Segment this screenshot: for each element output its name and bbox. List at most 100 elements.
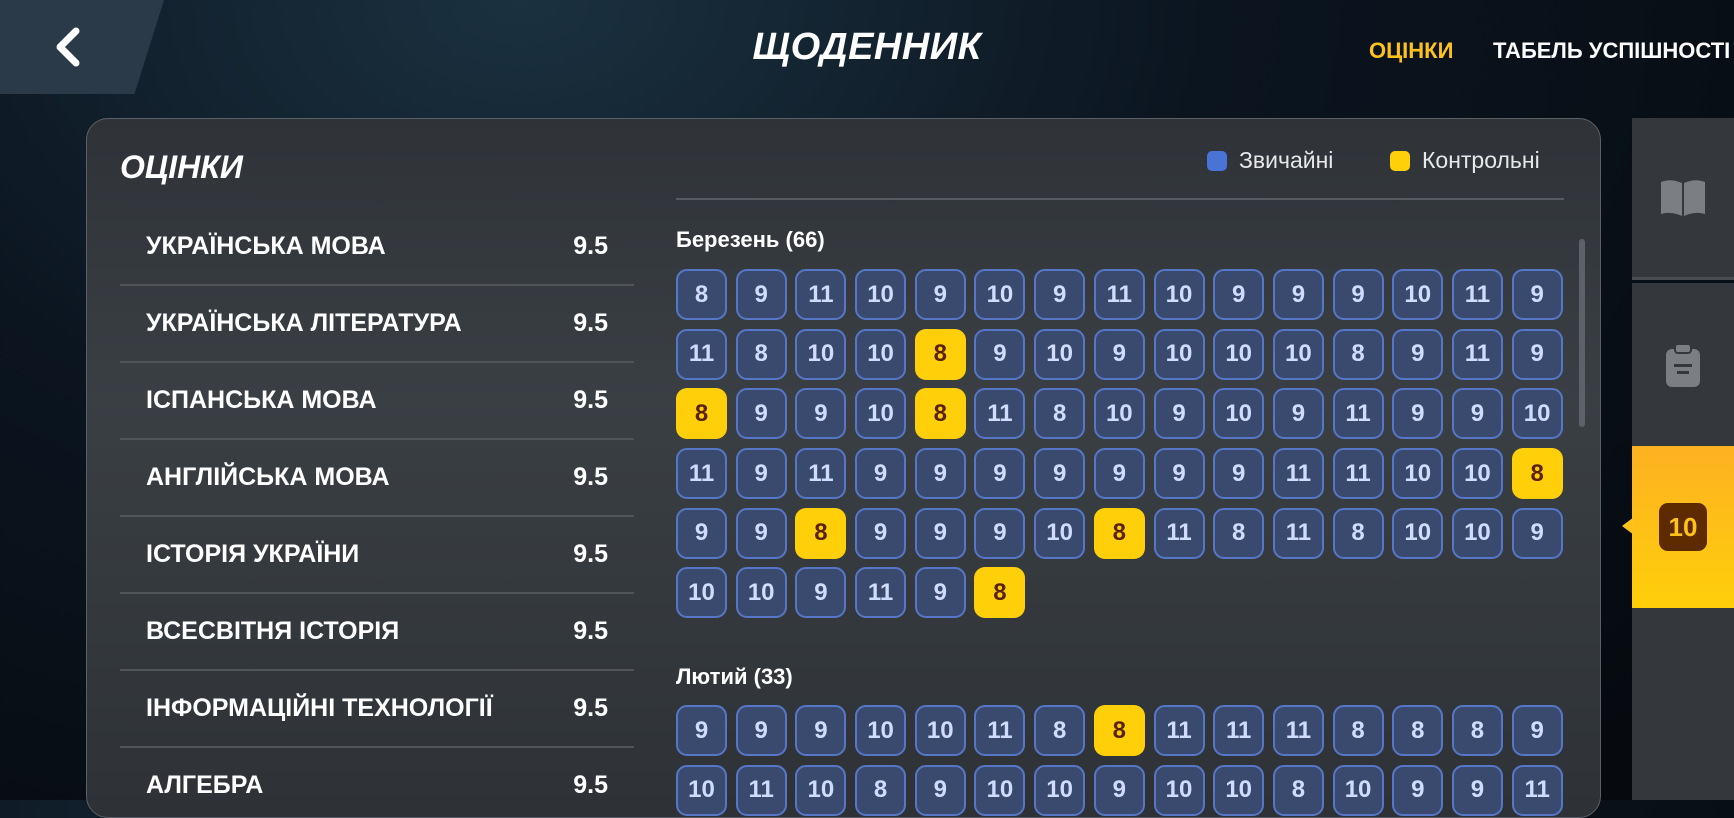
- regular-grade[interactable]: 9: [676, 507, 727, 559]
- regular-grade[interactable]: 9: [855, 448, 907, 500]
- regular-grade[interactable]: 11: [1153, 507, 1205, 559]
- regular-grade[interactable]: 9: [855, 507, 907, 559]
- regular-grade[interactable]: 9: [914, 448, 966, 500]
- regular-grade[interactable]: 11: [676, 328, 727, 380]
- regular-grade[interactable]: 11: [1213, 705, 1265, 756]
- regular-grade[interactable]: 11: [735, 764, 787, 816]
- regular-grade[interactable]: 11: [795, 269, 847, 320]
- regular-grade[interactable]: 11: [1451, 269, 1503, 320]
- regular-grade[interactable]: 9: [1511, 507, 1563, 559]
- regular-grade[interactable]: 9: [1093, 328, 1145, 380]
- regular-grade[interactable]: 9: [1392, 764, 1444, 816]
- regular-grade[interactable]: 11: [795, 448, 847, 500]
- regular-grade[interactable]: 9: [1272, 388, 1324, 440]
- regular-grade[interactable]: 9: [1153, 388, 1205, 440]
- regular-grade[interactable]: 9: [914, 507, 966, 559]
- subject-row[interactable]: ВСЕСВІТНЯ ІСТОРІЯ 9.5: [120, 594, 634, 671]
- regular-grade[interactable]: 11: [1272, 705, 1324, 756]
- regular-grade[interactable]: 10: [795, 328, 847, 380]
- regular-grade[interactable]: 8: [1332, 705, 1384, 756]
- regular-grade[interactable]: 8: [1213, 507, 1265, 559]
- regular-grade[interactable]: 9: [735, 448, 787, 500]
- regular-grade[interactable]: 8: [1332, 328, 1384, 380]
- regular-grade[interactable]: 10: [855, 328, 907, 380]
- regular-grade[interactable]: 10: [1034, 764, 1086, 816]
- regular-grade[interactable]: 9: [914, 567, 966, 619]
- regular-grade[interactable]: 11: [1272, 448, 1324, 500]
- regular-grade[interactable]: 10: [735, 567, 787, 619]
- control-grade[interactable]: 8: [914, 388, 966, 440]
- regular-grade[interactable]: 9: [1451, 388, 1503, 440]
- regular-grade[interactable]: 9: [1213, 269, 1265, 320]
- regular-grade[interactable]: 8: [1392, 705, 1444, 756]
- control-grade[interactable]: 8: [974, 567, 1026, 619]
- regular-grade[interactable]: 11: [1272, 507, 1324, 559]
- regular-grade[interactable]: 9: [1392, 388, 1444, 440]
- regular-grade[interactable]: 9: [914, 269, 966, 320]
- regular-grade[interactable]: 10: [1213, 328, 1265, 380]
- regular-grade[interactable]: 9: [1034, 269, 1086, 320]
- regular-grade[interactable]: 8: [1451, 705, 1503, 756]
- regular-grade[interactable]: 10: [1034, 328, 1086, 380]
- regular-grade[interactable]: 8: [1034, 705, 1086, 756]
- regular-grade[interactable]: 11: [1153, 705, 1205, 756]
- regular-grade[interactable]: 11: [676, 448, 727, 500]
- regular-grade[interactable]: 8: [855, 764, 907, 816]
- regular-grade[interactable]: 10: [1153, 764, 1205, 816]
- regular-grade[interactable]: 11: [974, 705, 1026, 756]
- regular-grade[interactable]: 9: [1153, 448, 1205, 500]
- regular-grade[interactable]: 9: [914, 764, 966, 816]
- regular-grade[interactable]: 10: [1153, 328, 1205, 380]
- regular-grade[interactable]: 9: [735, 388, 787, 440]
- regular-grade[interactable]: 9: [974, 507, 1026, 559]
- regular-grade[interactable]: 11: [1511, 764, 1563, 816]
- back-button[interactable]: [0, 0, 164, 94]
- regular-grade[interactable]: 10: [1153, 269, 1205, 320]
- sidebar-tasks-button[interactable]: [1632, 283, 1734, 446]
- regular-grade[interactable]: 10: [974, 269, 1026, 320]
- subject-row[interactable]: УКРАЇНСЬКА МОВА 9.5: [120, 209, 634, 286]
- regular-grade[interactable]: 10: [855, 705, 907, 756]
- regular-grade[interactable]: 10: [974, 764, 1026, 816]
- control-grade[interactable]: 8: [795, 507, 847, 559]
- regular-grade[interactable]: 10: [1392, 448, 1444, 500]
- regular-grade[interactable]: 10: [1272, 328, 1324, 380]
- control-grade[interactable]: 8: [914, 328, 966, 380]
- control-grade[interactable]: 8: [676, 388, 727, 440]
- regular-grade[interactable]: 9: [795, 705, 847, 756]
- sidebar-grades-button[interactable]: 10: [1632, 446, 1734, 608]
- regular-grade[interactable]: 10: [1392, 507, 1444, 559]
- regular-grade[interactable]: 10: [1451, 448, 1503, 500]
- regular-grade[interactable]: 9: [676, 705, 727, 756]
- subject-row[interactable]: АЛГЕБРА 9.5: [120, 748, 634, 817]
- regular-grade[interactable]: 10: [855, 388, 907, 440]
- regular-grade[interactable]: 8: [1272, 764, 1324, 816]
- regular-grade[interactable]: 10: [855, 269, 907, 320]
- regular-grade[interactable]: 11: [1093, 269, 1145, 320]
- regular-grade[interactable]: 8: [735, 328, 787, 380]
- regular-grade[interactable]: 9: [1511, 705, 1563, 756]
- regular-grade[interactable]: 9: [1511, 328, 1563, 380]
- regular-grade[interactable]: 10: [1034, 507, 1086, 559]
- regular-grade[interactable]: 9: [1093, 448, 1145, 500]
- regular-grade[interactable]: 10: [914, 705, 966, 756]
- regular-grade[interactable]: 9: [795, 567, 847, 619]
- regular-grade[interactable]: 9: [735, 269, 787, 320]
- regular-grade[interactable]: 10: [676, 764, 727, 816]
- control-grade[interactable]: 8: [1093, 507, 1145, 559]
- regular-grade[interactable]: 8: [676, 269, 727, 320]
- subject-row[interactable]: ІНФОРМАЦІЙНІ ТЕХНОЛОГІЇ 9.5: [120, 671, 634, 748]
- regular-grade[interactable]: 9: [1511, 269, 1563, 320]
- regular-grade[interactable]: 9: [735, 705, 787, 756]
- regular-grade[interactable]: 10: [1093, 388, 1145, 440]
- regular-grade[interactable]: 10: [1392, 269, 1444, 320]
- control-grade[interactable]: 8: [1093, 705, 1145, 756]
- sidebar-diary-button[interactable]: [1632, 118, 1734, 280]
- control-grade[interactable]: 8: [1511, 448, 1563, 500]
- regular-grade[interactable]: 9: [1332, 269, 1384, 320]
- regular-grade[interactable]: 10: [676, 567, 727, 619]
- scrollbar[interactable]: [1579, 239, 1585, 427]
- regular-grade[interactable]: 11: [855, 567, 907, 619]
- regular-grade[interactable]: 10: [1213, 764, 1265, 816]
- subject-row[interactable]: ІСТОРІЯ УКРАЇНИ 9.5: [120, 517, 634, 594]
